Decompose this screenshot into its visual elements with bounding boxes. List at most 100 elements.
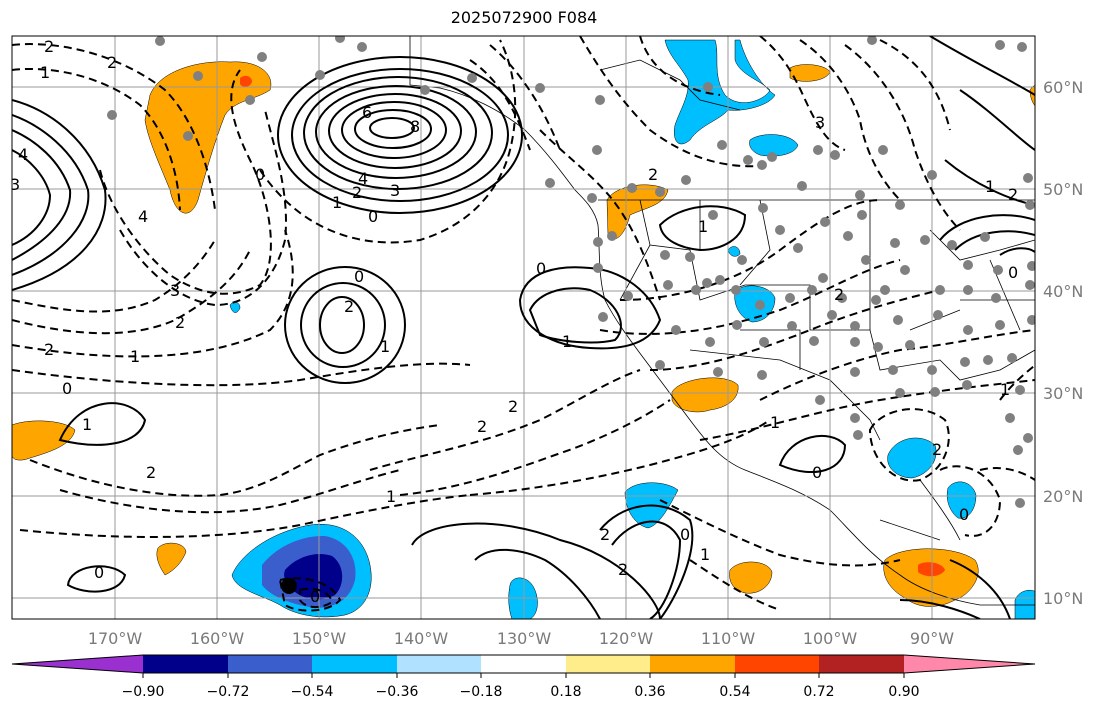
black-marker	[281, 578, 297, 594]
contour-label: 0	[812, 463, 822, 482]
contour-label: 0	[959, 505, 969, 524]
contour-label: 3	[815, 113, 825, 132]
lat-label: 10°N	[1043, 589, 1083, 608]
blue-patch-canada-east	[749, 134, 799, 157]
contour-label: 0	[354, 267, 364, 286]
blue-patch-utah	[734, 285, 776, 323]
contour-label: 4	[18, 145, 28, 164]
orange-patch-small-south	[156, 542, 187, 576]
positive-contours	[12, 36, 1035, 619]
orange-patch-central-america	[883, 548, 979, 607]
chart-title: 2025072900 F084	[450, 8, 598, 27]
contour-label: 2	[618, 560, 628, 579]
contour-label: 0	[62, 379, 72, 398]
contour-label: 0	[1008, 263, 1018, 282]
contour-label: 2	[344, 297, 354, 316]
contour-label: 2	[477, 417, 487, 436]
contour-label: 1	[40, 63, 50, 82]
colorbar-seg-4	[397, 655, 481, 673]
contour-label: 1	[82, 415, 92, 434]
contour-label: 2	[175, 313, 185, 332]
lon-label: 160°W	[190, 629, 245, 648]
shaded-fields	[12, 39, 1035, 619]
lat-label: 30°N	[1043, 384, 1083, 403]
contour-label: 1	[770, 413, 780, 432]
colorbar-tick-label: 0.72	[803, 684, 834, 700]
station-dots	[107, 36, 1035, 508]
contour-label: 3	[170, 281, 180, 300]
orange-patch-alaska-west	[144, 61, 272, 214]
orange-patch-baja	[671, 377, 739, 413]
colorbar-seg-7	[650, 655, 735, 673]
contour-label: 2	[508, 397, 518, 416]
contour-label: 1	[1000, 380, 1010, 399]
lon-label: 140°W	[394, 629, 449, 648]
lat-label: 50°N	[1043, 180, 1083, 199]
contour-label: 0	[536, 259, 546, 278]
negative-contours	[12, 36, 1035, 612]
contour-label: 1	[380, 337, 390, 356]
contour-label: 1	[985, 177, 995, 196]
colorbar-tick-label: −0.18	[460, 684, 503, 700]
lon-label: 120°W	[599, 629, 654, 648]
contour-label: 0	[255, 165, 265, 184]
contour-label: 1	[700, 545, 710, 564]
orange-patch-west	[12, 420, 76, 461]
contour-label: 8	[410, 117, 420, 136]
contour-label: 2	[44, 37, 54, 56]
colorbar-tick-label: 0.36	[634, 684, 665, 700]
colorbar-tick-label: 0.90	[888, 684, 919, 700]
blue-patch-canada	[664, 39, 776, 145]
longitude-labels: 170°W 160°W 150°W 140°W 130°W 120°W 110°…	[88, 629, 954, 648]
lon-label: 100°W	[803, 629, 858, 648]
colorbar-seg-2	[228, 655, 312, 673]
lon-label: 130°W	[497, 629, 552, 648]
contour-label: 0	[680, 525, 690, 544]
blue-patch-gulf	[887, 437, 937, 479]
contour-label: 0	[94, 563, 104, 582]
blue-patch-small-idaho	[727, 246, 741, 257]
colorbar-seg-6	[566, 655, 650, 673]
contour-label: 2	[932, 440, 942, 459]
colorbar-tick-label: −0.90	[122, 684, 165, 700]
blue-patch-caribbean	[946, 481, 977, 519]
latitude-labels: 60°N 50°N 40°N 30°N 20°N 10°N	[1043, 78, 1083, 608]
lon-label: 110°W	[701, 629, 756, 648]
contour-label: 1	[562, 332, 572, 351]
colorbar-seg-1	[143, 655, 228, 673]
contour-label: 2	[107, 53, 117, 72]
colorbar-tick-label: 0.54	[719, 684, 750, 700]
contour-label: 6	[362, 103, 372, 122]
contour-label: 2	[146, 463, 156, 482]
colorbar-seg-9	[819, 655, 904, 673]
contour-label: 4	[358, 169, 368, 188]
colorbar-tick-label: −0.36	[376, 684, 419, 700]
lon-label: 150°W	[292, 629, 347, 648]
colorbar-seg-0	[12, 655, 143, 673]
map-frame	[11, 35, 1036, 620]
colorbar-seg-8	[735, 655, 819, 673]
lat-label: 40°N	[1043, 282, 1083, 301]
colorbar-tick-label: −0.54	[291, 684, 334, 700]
contour-label: 1	[698, 217, 708, 236]
orange-patch-mexico-coast	[729, 561, 773, 594]
contour-label: 2	[834, 285, 844, 304]
lat-label: 20°N	[1043, 487, 1083, 506]
contour-label: 2	[352, 183, 362, 202]
contour-label: 3	[10, 175, 20, 194]
contour-label: 2	[600, 525, 610, 544]
colorbar-tick-label: 0.18	[550, 684, 581, 700]
colorbar: −0.90 −0.72 −0.54 −0.36 −0.18 0.18 0.36 …	[11, 654, 1036, 700]
colorbar-seg-5	[481, 655, 566, 673]
contour-label: 1	[332, 193, 342, 212]
red-spot-alaska	[240, 75, 252, 87]
contour-label: 0	[310, 587, 320, 606]
lon-label: 90°W	[910, 629, 954, 648]
contour-label: 4	[138, 207, 148, 226]
contour-label: 1	[386, 487, 396, 506]
blue-inner-hawaii	[284, 553, 343, 600]
contour-labels: 2 2 1 3 4 6 8 4 3 2 1 0 0 4 3 2 2 1 0 2 …	[10, 37, 1018, 606]
lon-label: 170°W	[88, 629, 143, 648]
colorbar-tick-label: −0.72	[207, 684, 250, 700]
